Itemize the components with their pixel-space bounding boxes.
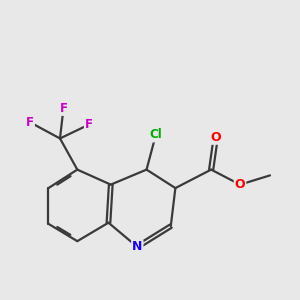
Text: F: F: [59, 102, 68, 115]
Text: N: N: [132, 240, 142, 254]
Text: F: F: [26, 116, 34, 129]
Text: O: O: [235, 178, 245, 191]
Text: O: O: [211, 131, 221, 144]
Text: F: F: [85, 118, 93, 131]
Text: Cl: Cl: [149, 128, 162, 142]
